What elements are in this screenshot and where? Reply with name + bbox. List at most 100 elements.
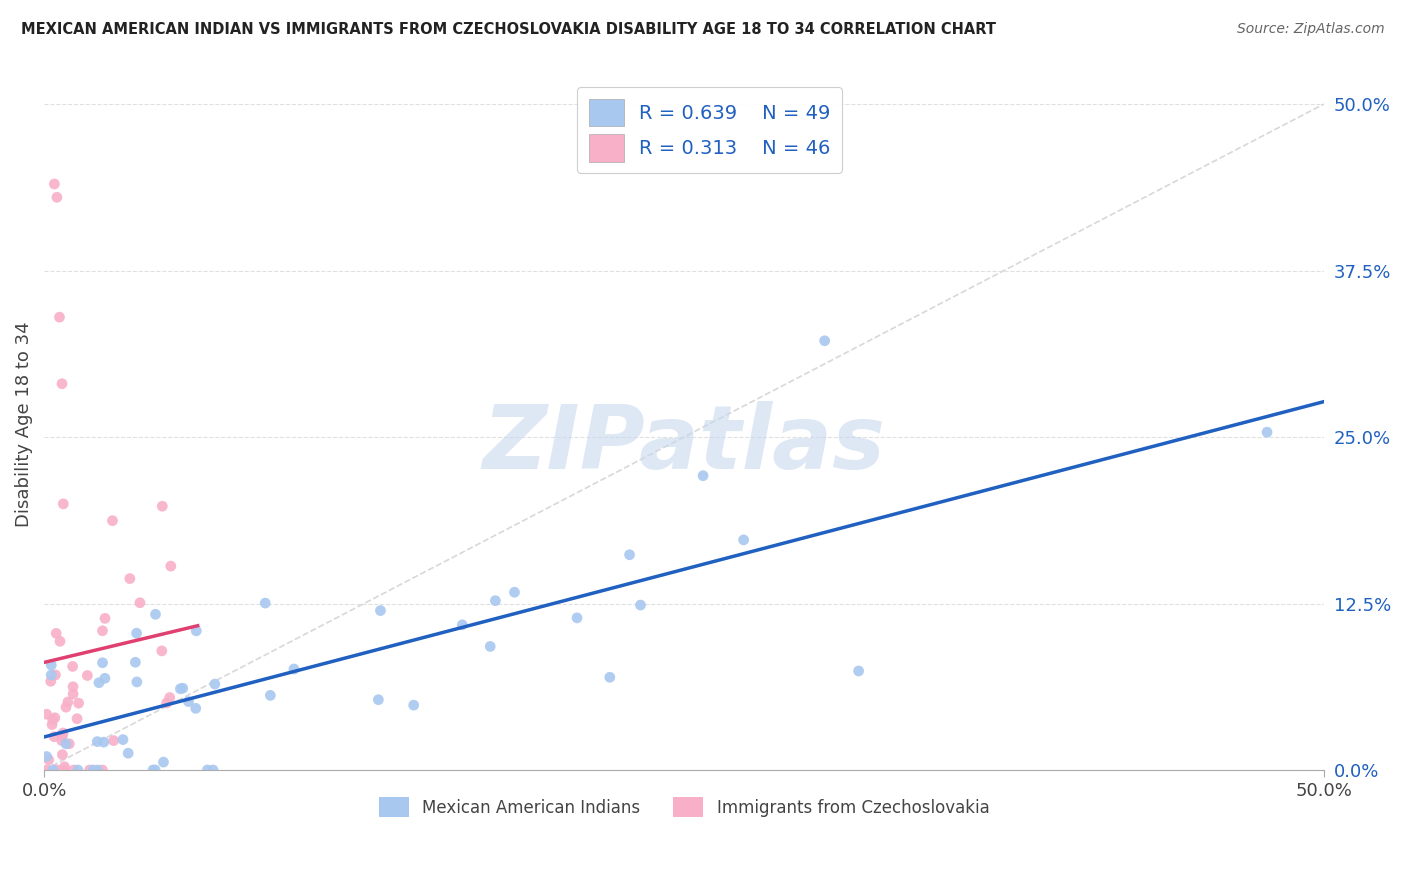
Point [370,603,392,617]
Text: ZIPatlas: ZIPatlas [482,401,886,488]
Point [55,737,77,751]
Point [41,717,63,731]
Point [48,310,70,325]
Point [619,548,641,562]
Point [55,700,77,714]
Point [52,726,75,740]
Point [44,711,66,725]
Point [41,713,63,727]
Point [143,763,166,777]
Point [101,514,124,528]
Point [125,626,148,640]
Point [39,668,62,682]
Point [44,668,66,682]
Point [49,634,72,648]
Point [155,696,177,710]
Point [259,689,281,703]
Point [51,747,73,762]
Point [367,692,389,706]
Point [599,670,621,684]
Point [125,675,148,690]
Point [45,626,67,640]
Point [159,690,181,705]
Point [172,681,194,696]
Point [111,732,134,747]
Point [91,763,114,777]
Point [51,376,73,391]
Point [38,753,60,767]
Point [93,735,115,749]
Point [62,659,84,673]
Point [52,497,75,511]
Point [66,712,89,726]
Point [503,585,526,599]
Point [35,749,58,764]
Point [82,763,104,777]
Point [484,593,506,607]
Point [66,763,89,777]
Point [58,737,80,751]
Point [53,763,76,777]
Point [79,763,101,777]
Point [150,644,173,658]
Point [204,677,226,691]
Point [565,611,588,625]
Point [103,733,125,747]
Point [91,656,114,670]
Legend: Mexican American Indians, Immigrants from Czechoslovakia: Mexican American Indians, Immigrants fro… [373,790,995,824]
Point [177,695,200,709]
Point [87,675,110,690]
Point [51,729,73,743]
Point [159,559,181,574]
Point [1256,425,1278,439]
Point [76,668,98,682]
Point [53,760,76,774]
Point [124,655,146,669]
Point [129,596,152,610]
Point [202,763,225,777]
Point [479,640,502,654]
Point [402,698,425,713]
Point [62,687,84,701]
Point [145,607,167,622]
Point [63,763,86,777]
Point [45,190,67,204]
Point [630,598,652,612]
Point [254,596,277,610]
Point [283,662,305,676]
Point [67,696,90,710]
Point [42,730,65,744]
Point [692,468,714,483]
Point [51,733,73,747]
Point [42,763,65,777]
Point [197,763,219,777]
Point [184,701,207,715]
Point [94,611,117,625]
Point [186,624,208,638]
Point [91,624,114,638]
Point [152,755,174,769]
Point [44,177,66,191]
Point [35,763,58,777]
Point [814,334,837,348]
Point [62,680,84,694]
Point [451,617,474,632]
Point [150,500,173,514]
Point [39,658,62,673]
Point [86,734,108,748]
Point [39,674,62,689]
Text: Source: ZipAtlas.com: Source: ZipAtlas.com [1237,22,1385,37]
Point [733,533,755,547]
Point [35,707,58,722]
Point [87,763,110,777]
Point [56,695,79,709]
Point [848,664,870,678]
Point [142,763,165,777]
Point [169,681,191,696]
Point [46,763,69,777]
Point [117,746,139,760]
Point [118,572,141,586]
Y-axis label: Disability Age 18 to 34: Disability Age 18 to 34 [15,321,32,526]
Point [94,671,117,685]
Text: MEXICAN AMERICAN INDIAN VS IMMIGRANTS FROM CZECHOSLOVAKIA DISABILITY AGE 18 TO 3: MEXICAN AMERICAN INDIAN VS IMMIGRANTS FR… [21,22,995,37]
